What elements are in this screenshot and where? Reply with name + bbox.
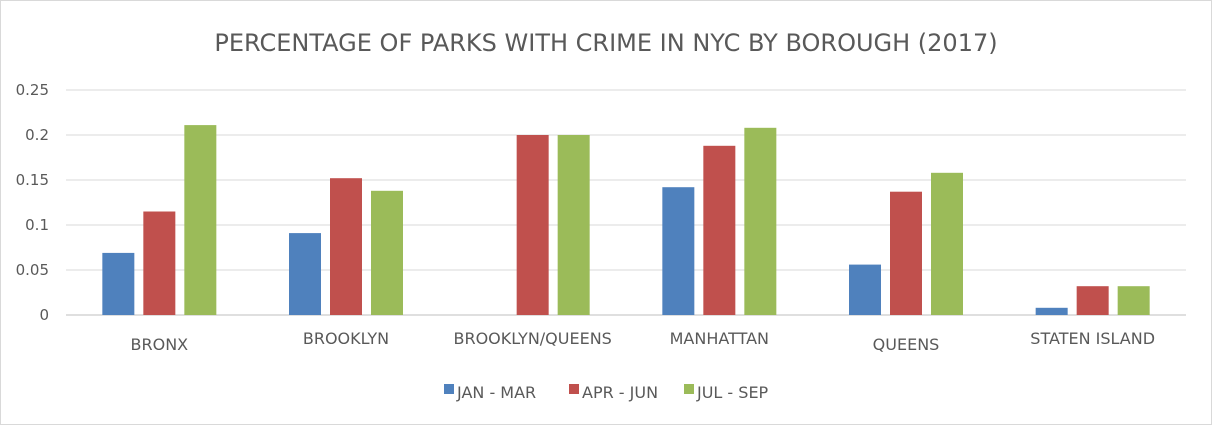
bar-queens-series-1 <box>849 264 881 315</box>
legend-swatch <box>444 384 454 394</box>
category-label: BRONX <box>131 335 189 354</box>
bar-brooklyn-queens-series-2 <box>516 135 549 315</box>
bars <box>102 125 1150 315</box>
y-tick-label: 0.1 <box>25 216 49 234</box>
category-label: STATEN ISLAND <box>1030 329 1155 348</box>
y-tick-label: 0.2 <box>25 126 49 144</box>
chart-title: PERCENTAGE OF PARKS WITH CRIME IN NYC BY… <box>214 29 997 57</box>
bar-bronx-series-1 <box>102 252 135 315</box>
bar-brooklyn-series-3 <box>371 190 403 315</box>
legend-label: JUL - SEP <box>696 383 769 402</box>
bar-manhattan-series-3 <box>744 127 777 315</box>
bar-brooklyn-series-1 <box>289 233 321 315</box>
bar-queens-series-3 <box>931 172 963 315</box>
category-label: MANHATTAN <box>670 329 769 348</box>
bar-staten-island-series-1 <box>1035 307 1068 315</box>
bar-staten-island-series-3 <box>1117 286 1150 315</box>
bar-brooklyn-series-2 <box>330 178 362 315</box>
y-tick-label: 0.05 <box>16 261 49 279</box>
legend-label: APR - JUN <box>582 383 658 402</box>
bar-brooklyn-queens-series-3 <box>557 135 590 315</box>
category-label: BROOKLYN <box>303 329 389 348</box>
category-label: QUEENS <box>873 335 940 354</box>
bar-manhattan-series-2 <box>703 145 736 315</box>
y-tick-label: 0.15 <box>16 171 49 189</box>
bar-bronx-series-2 <box>143 211 176 315</box>
x-axis-categories: BRONX BROOKLYN BROOKLYN/QUEENS MANHATTAN QUE… <box>131 329 1156 354</box>
category-label: BROOKLYN/QUEENS <box>453 329 611 348</box>
legend-swatch <box>569 384 579 394</box>
bar-bronx-series-3 <box>184 125 217 315</box>
bar-queens-series-2 <box>890 191 922 315</box>
y-axis-ticks: 0 0.05 0.1 0.15 0.2 0.25 <box>16 81 49 324</box>
bar-manhattan-series-1 <box>662 187 695 315</box>
gridlines <box>66 89 1186 316</box>
legend-label: JAN - MAR <box>456 383 536 402</box>
legend-swatch <box>684 384 694 394</box>
bar-staten-island-series-2 <box>1076 286 1109 315</box>
y-tick-label: 0 <box>39 306 49 324</box>
legend: JAN - MAR APR - JUN JUL - SEP <box>444 383 769 402</box>
y-tick-label: 0.25 <box>16 81 49 99</box>
